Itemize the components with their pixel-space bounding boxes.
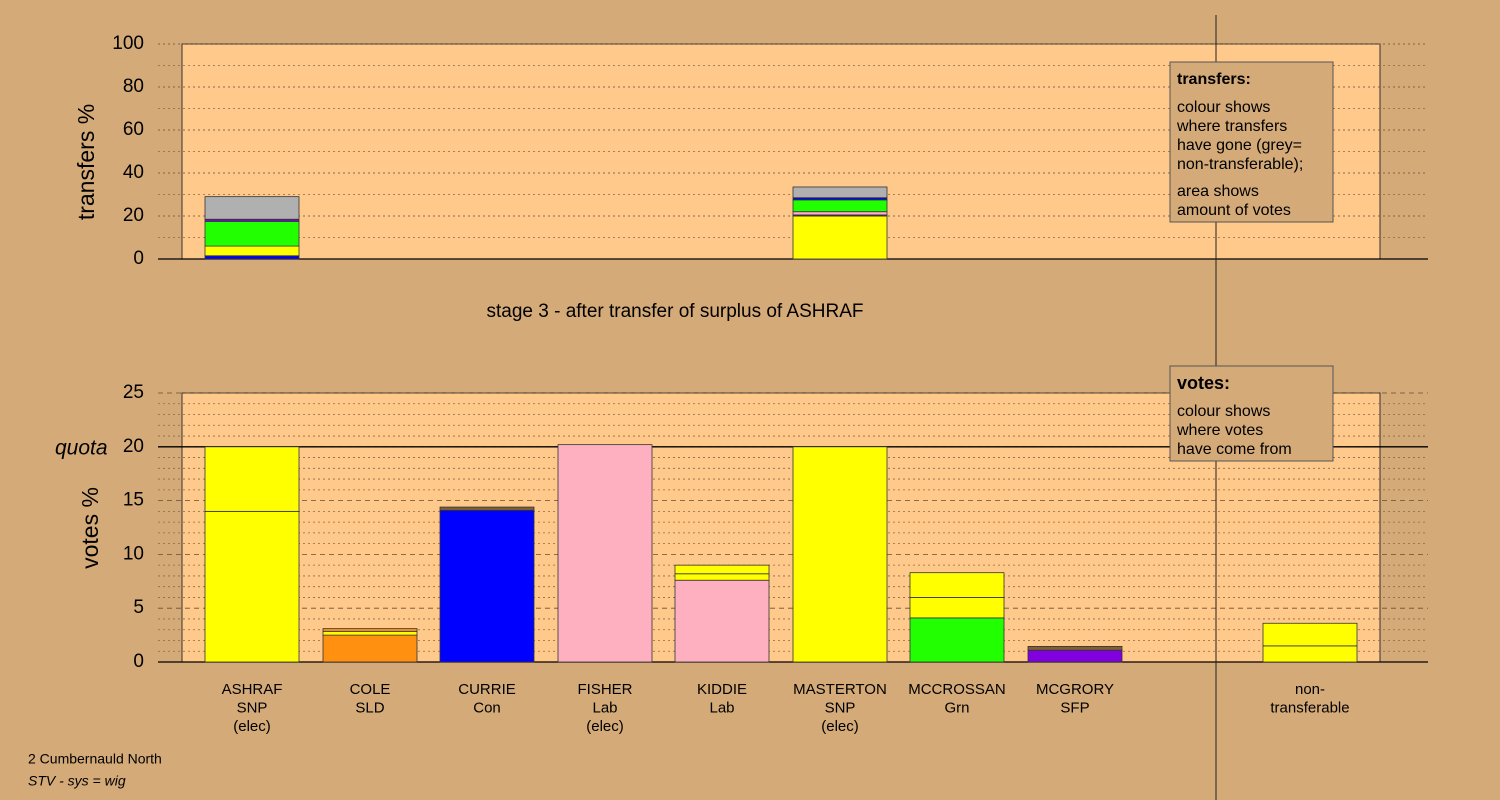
legend-text: where transfers (1176, 118, 1287, 135)
x-tick-label: SNP (825, 699, 856, 716)
legend-box (1169, 365, 1334, 462)
y-tick-label: 15 (123, 490, 144, 511)
bar-segment (792, 186, 888, 199)
bar-segment (909, 572, 1005, 598)
legend-title: votes: (1177, 373, 1230, 393)
x-tick-label: Lab (592, 699, 617, 716)
y-tick-label: 25 (123, 382, 144, 403)
bar-segment (322, 634, 418, 663)
x-tick-label: non- (1295, 681, 1325, 698)
legend-text: have gone (grey= (1177, 137, 1302, 154)
bar-segment (1262, 645, 1358, 663)
bar-segment (204, 446, 300, 512)
x-tick-label: ASHRAF (222, 681, 283, 698)
legend-text: where votes (1176, 422, 1263, 439)
legend-text: area shows (1177, 183, 1259, 200)
x-tick-label: SLD (355, 699, 384, 716)
x-tick-label: MCGRORY (1036, 681, 1114, 698)
x-tick-label: Lab (709, 699, 734, 716)
bar-segment (792, 446, 888, 663)
bar-segment (792, 199, 888, 213)
bar-segment (204, 220, 300, 247)
y-tick-label: 80 (123, 76, 144, 97)
x-tick-label: CURRIE (458, 681, 516, 698)
y-tick-label: 10 (123, 543, 144, 564)
x-tick-label: MASTERTON (793, 681, 887, 698)
bar-segment (674, 564, 770, 575)
bar-segment (439, 506, 535, 511)
x-tick-label: FISHER (577, 681, 632, 698)
bar-segment (909, 597, 1005, 619)
legend-text: have come from (1177, 441, 1292, 458)
legend-title: transfers: (1177, 71, 1251, 88)
bar-segment (204, 245, 300, 257)
y-tick-label: 20 (123, 205, 144, 226)
bar-segment (792, 211, 888, 216)
bar-segment (1027, 645, 1123, 651)
legend-text: non-transferable); (1177, 156, 1303, 173)
bar-segment (909, 617, 1005, 663)
bar-segment (1262, 622, 1358, 647)
x-tick-label: (elec) (233, 718, 271, 735)
bar-segment (557, 444, 653, 663)
legend-text: colour shows (1177, 403, 1270, 420)
bar-segment (204, 255, 300, 260)
bar-segment (322, 630, 418, 636)
x-tick-label: MCCROSSAN (908, 681, 1006, 698)
x-tick-label: transferable (1270, 699, 1349, 716)
bar-segment (674, 573, 770, 581)
y-axis-label: transfers % (73, 104, 99, 220)
bar-segment (204, 196, 300, 220)
x-tick-label: Grn (944, 699, 969, 716)
y-axis-label: votes % (77, 487, 103, 569)
y-tick-label: 60 (123, 119, 144, 140)
y-tick-label: 0 (133, 248, 144, 269)
chart-title: stage 3 - after transfer of surplus of A… (487, 301, 864, 322)
bar-segment (1027, 649, 1123, 663)
legend-text: amount of votes (1177, 202, 1291, 219)
bar-segment (322, 628, 418, 632)
y-tick-label: 20 (123, 436, 144, 457)
legend-box (1169, 61, 1334, 223)
legend-text: colour shows (1177, 99, 1270, 116)
x-tick-label: KIDDIE (697, 681, 747, 698)
footer-system: STV - sys = wig (28, 773, 126, 789)
y-tick-label: 5 (133, 597, 144, 618)
y-tick-label: 0 (133, 651, 144, 672)
x-tick-label: (elec) (586, 718, 624, 735)
x-tick-label: Con (473, 699, 501, 716)
y-tick-label: 100 (112, 33, 144, 54)
bar-segment (204, 510, 300, 663)
bar-segment (439, 509, 535, 663)
footer-place: 2 Cumbernauld North (28, 751, 162, 767)
quota-label: quota (55, 436, 108, 459)
x-tick-label: COLE (350, 681, 391, 698)
bar-segment (674, 579, 770, 663)
x-tick-label: SNP (237, 699, 268, 716)
y-tick-label: 40 (123, 162, 144, 183)
bar-segment (792, 215, 888, 260)
x-tick-label: SFP (1060, 699, 1089, 716)
x-tick-label: (elec) (821, 718, 859, 735)
